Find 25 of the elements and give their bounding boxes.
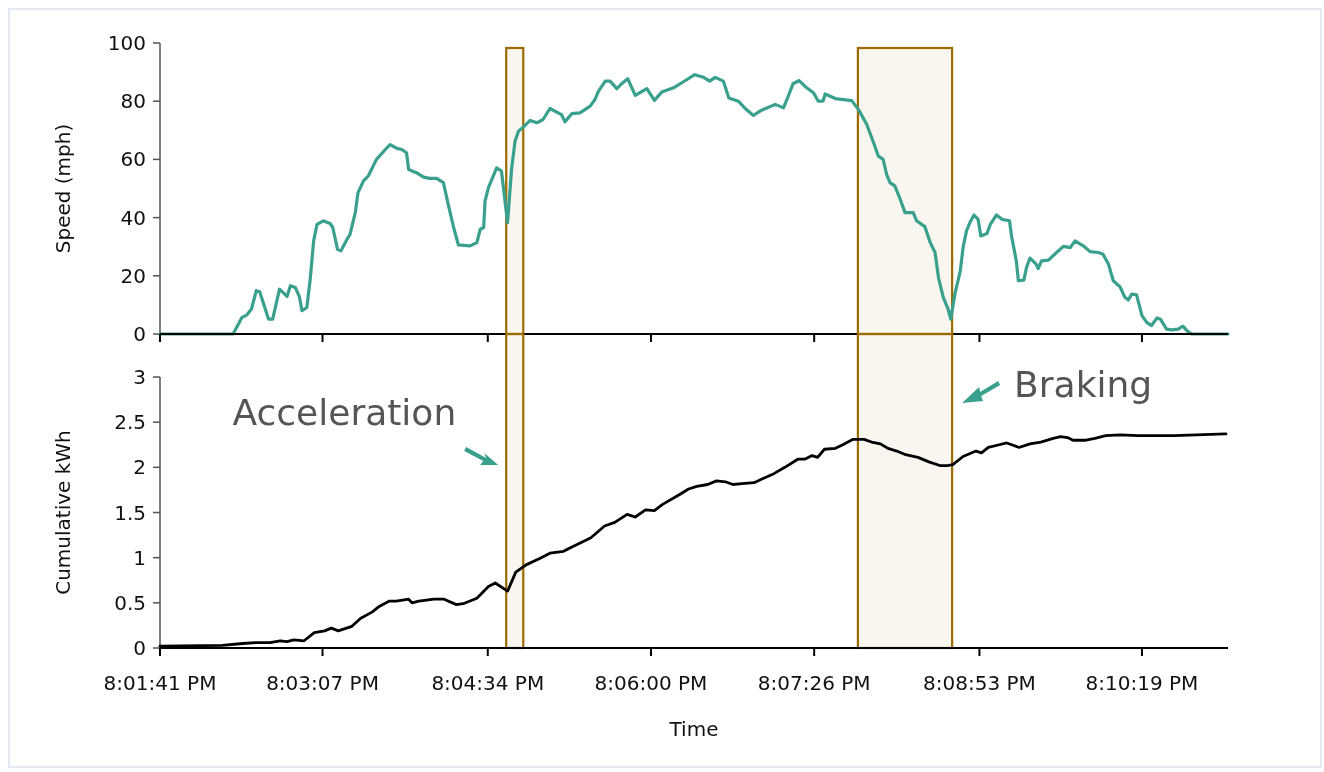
y-axis-title: Speed (mph): [51, 123, 75, 254]
y-tick-label: 60: [120, 147, 146, 172]
band-label: Braking: [1014, 364, 1153, 405]
x-tick-label: 8:04:34 PM: [431, 671, 545, 695]
x-tick-label: 8:06:00 PM: [594, 671, 708, 695]
y-tick-label: 1: [133, 545, 146, 570]
x-tick-label: 8:03:07 PM: [266, 671, 379, 695]
y-tick-label: 0: [133, 322, 146, 346]
y-tick-label: 2: [133, 455, 146, 480]
x-axis-title: Time: [668, 717, 719, 741]
y-tick-label: 100: [107, 31, 146, 55]
x-tick-label: 8:01:41 PM: [103, 671, 217, 695]
x-tick-label: 8:08:53 PM: [923, 671, 1036, 695]
y-tick-label: 40: [120, 205, 146, 230]
y-axis-title: Cumulative kWh: [51, 430, 75, 595]
y-tick-label: 20: [120, 263, 146, 288]
y-tick-label: 3: [133, 365, 146, 389]
x-tick-label: 8:07:26 PM: [757, 671, 871, 695]
x-tick-label: 8:10:19 PM: [1085, 671, 1199, 695]
y-tick-label: 0.5: [114, 590, 146, 615]
y-tick-label: 1.5: [114, 500, 146, 525]
y-tick-label: 2.5: [114, 410, 146, 435]
y-tick-label: 0: [133, 636, 146, 660]
band-label: Acceleration: [232, 392, 457, 433]
y-tick-label: 80: [120, 89, 146, 114]
